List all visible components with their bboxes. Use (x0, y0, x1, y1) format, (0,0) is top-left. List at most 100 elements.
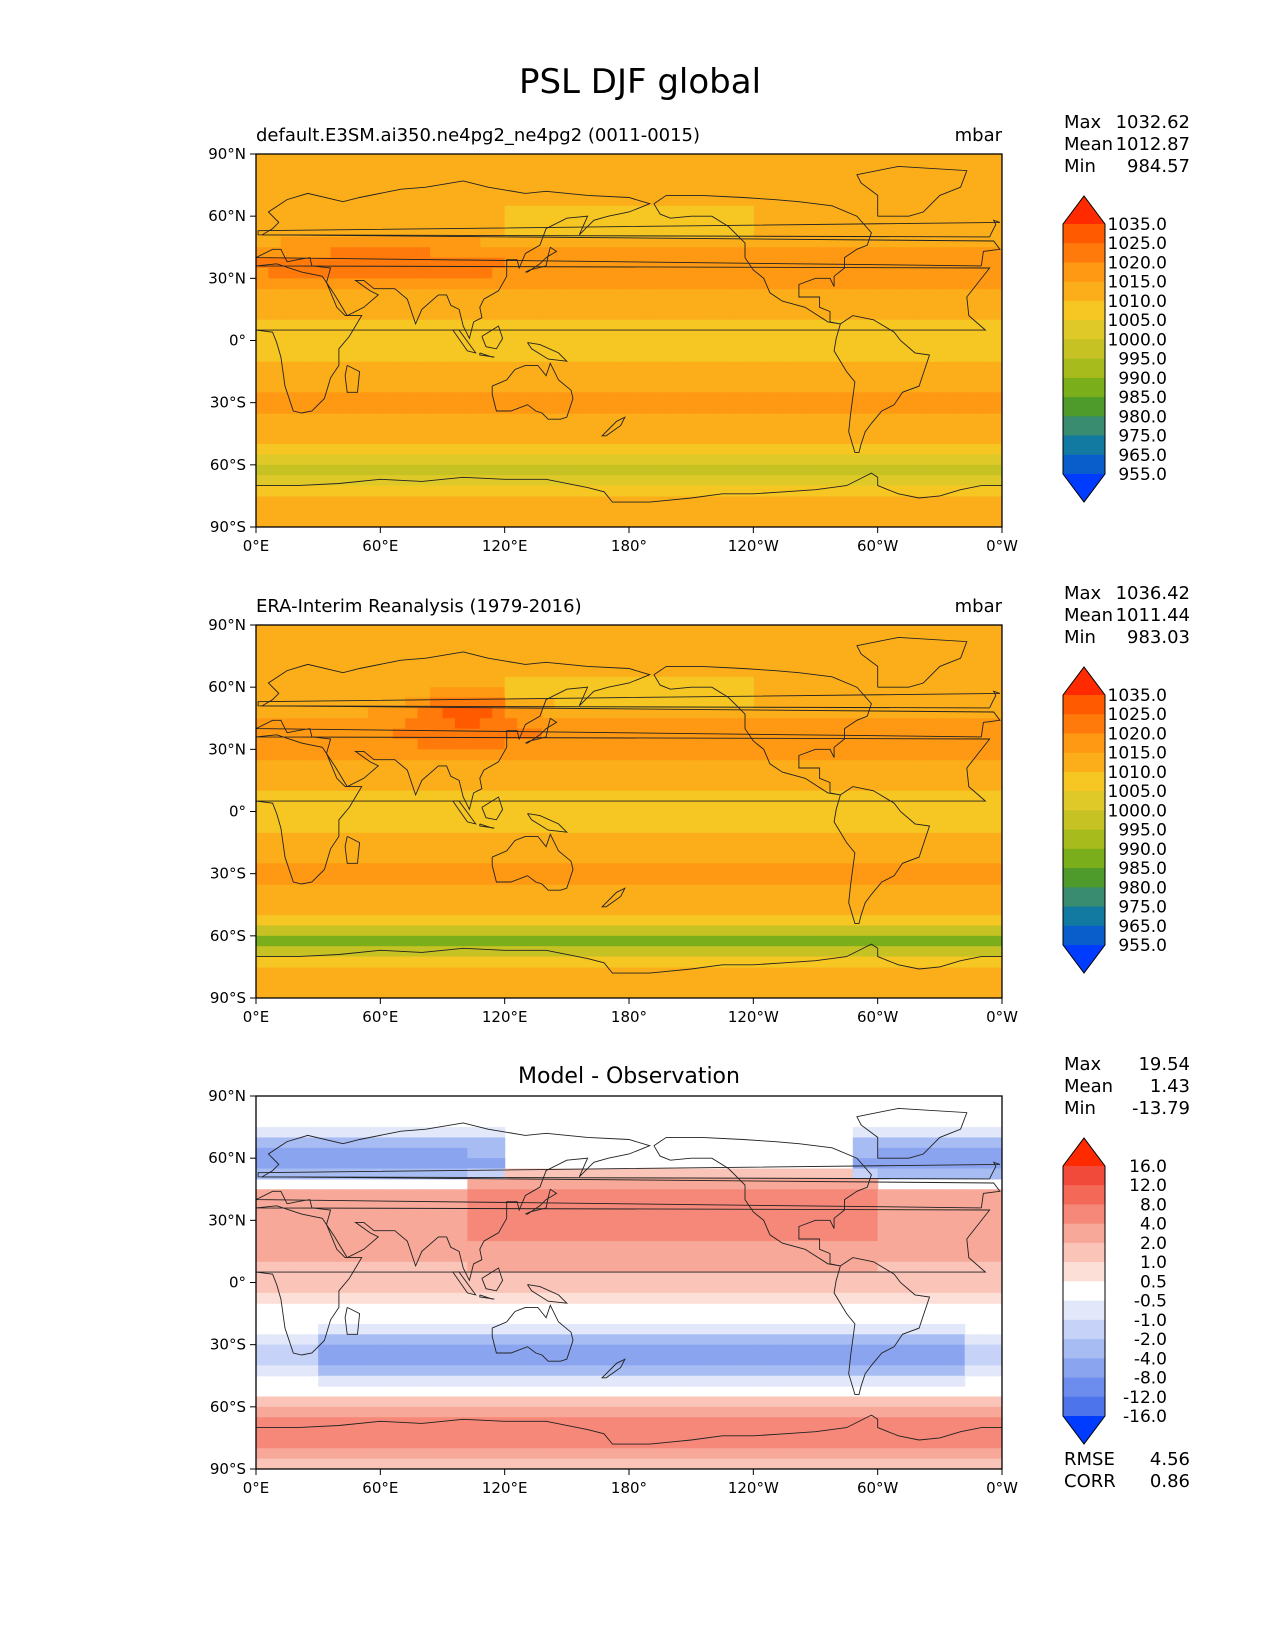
field-cell (343, 340, 357, 352)
field-cell (629, 749, 643, 761)
field-cell (840, 319, 854, 331)
field-cell (840, 821, 854, 833)
field-cell (330, 1365, 344, 1377)
field-cell (529, 707, 543, 719)
field-cell (293, 863, 307, 875)
field-cell (691, 1220, 705, 1232)
field-cell (392, 1458, 406, 1469)
field-cell (554, 340, 568, 352)
field-cell (405, 873, 419, 885)
field-cell (280, 1189, 294, 1201)
field-cell (305, 475, 319, 487)
field-cell (554, 1396, 568, 1408)
field-cell (442, 340, 456, 352)
field-cell (964, 475, 978, 487)
field-cell (380, 392, 394, 404)
field-cell (927, 454, 941, 466)
field-cell (280, 811, 294, 823)
field-cell (716, 1334, 730, 1346)
field-cell (927, 464, 941, 476)
field-cell (467, 863, 481, 875)
field-cell (753, 350, 767, 362)
field-cell (343, 915, 357, 927)
field-cell (865, 475, 879, 487)
field-cell (716, 863, 730, 875)
field-cell (566, 454, 580, 466)
field-cell (529, 946, 543, 958)
field-cell (504, 1323, 518, 1335)
field-cell (716, 444, 730, 456)
field-cell (939, 915, 953, 927)
field-cell (318, 1344, 332, 1356)
field-cell (318, 402, 332, 414)
field-cell (541, 1251, 555, 1263)
panel-title: default.E3SM.ai350.ne4pg2_ne4pg2 (0011-0… (256, 125, 700, 146)
field-cell (827, 790, 841, 802)
x-tick-label: 120°W (728, 537, 779, 555)
field-cell (703, 1427, 717, 1439)
field-cell (865, 454, 879, 466)
field-cell (716, 1406, 730, 1418)
field-cell (678, 676, 692, 688)
field-cell (703, 1334, 717, 1346)
field-cell (554, 1458, 568, 1469)
colorbar-swatch (1063, 358, 1105, 379)
field-cell (753, 738, 767, 750)
field-cell (380, 956, 394, 968)
field-cell (417, 257, 431, 269)
colorbar-swatch (1063, 1396, 1105, 1417)
colorbar-label: 1000.0 (1108, 801, 1167, 821)
field-cell (914, 267, 928, 279)
y-tick-label: 90°S (210, 518, 246, 536)
field-cell (343, 267, 357, 279)
field-cell (666, 946, 680, 958)
field-cell (280, 718, 294, 730)
field-cell (964, 946, 978, 958)
coastline (833, 315, 931, 453)
field-cell (504, 718, 518, 730)
field-cell (442, 1241, 456, 1253)
field-cell (629, 956, 643, 968)
field-cell (865, 1230, 879, 1242)
field-cell (479, 1365, 493, 1377)
field-cell (268, 873, 282, 885)
field-cell (977, 278, 991, 290)
field-cell (579, 257, 593, 269)
field-cell (927, 1437, 941, 1449)
field-cell (454, 392, 468, 404)
field-cell (691, 956, 705, 968)
field-cell (380, 821, 394, 833)
field-cell (790, 267, 804, 279)
field-cell (467, 1199, 481, 1211)
field-cell (765, 925, 779, 937)
field-cell (479, 1261, 493, 1273)
field-cell (591, 1437, 605, 1449)
field-cell (554, 392, 568, 404)
field-cell (927, 1458, 941, 1469)
field-cell (753, 1272, 767, 1284)
field-cell (890, 278, 904, 290)
field-cell (343, 236, 357, 248)
field-cell (256, 1189, 270, 1201)
field-cell (877, 267, 891, 279)
field-cell (728, 1251, 742, 1263)
coastline (525, 1188, 558, 1215)
field-cell (554, 749, 568, 761)
field-cell (803, 485, 817, 497)
field-cell (417, 1365, 431, 1377)
field-cell (989, 1448, 1002, 1460)
field-cell (989, 873, 1002, 885)
field-cell (641, 1220, 655, 1232)
field-cell (380, 1251, 394, 1263)
field-cell (579, 1458, 593, 1469)
field-cell (753, 1230, 767, 1242)
field-cell (641, 1292, 655, 1304)
field-cell (691, 801, 705, 813)
field-cell (256, 1292, 270, 1304)
field-cell (890, 1448, 904, 1460)
field-cell (454, 257, 468, 269)
field-cell (629, 1261, 643, 1273)
field-cell (852, 1427, 866, 1439)
field-cell (964, 1417, 978, 1429)
field-cell (952, 801, 966, 813)
